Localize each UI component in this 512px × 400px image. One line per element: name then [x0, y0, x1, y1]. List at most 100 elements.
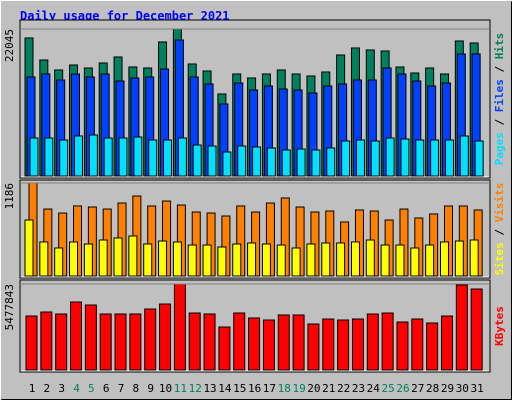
- bar: [281, 149, 291, 177]
- bar: [25, 315, 38, 371]
- bar: [103, 137, 113, 177]
- x-tick-label: 9: [147, 382, 154, 395]
- x-tick-label: 4: [73, 382, 80, 395]
- bar: [159, 303, 172, 371]
- x-tick-label: 3: [58, 382, 65, 395]
- bar: [262, 319, 275, 371]
- bar: [321, 242, 331, 277]
- bar: [291, 247, 301, 277]
- bar: [163, 139, 173, 177]
- bar: [84, 304, 97, 371]
- bar: [59, 139, 69, 177]
- legend-separator: /: [493, 59, 506, 79]
- bar: [351, 318, 364, 371]
- x-tick-label: 11: [174, 382, 187, 395]
- bar: [207, 145, 217, 177]
- bar: [218, 326, 231, 371]
- x-tick-label: 14: [218, 382, 232, 395]
- bar: [187, 244, 197, 277]
- bar: [311, 149, 321, 177]
- legend: Pages / Files / Hits: [493, 33, 506, 166]
- bar: [143, 243, 153, 277]
- bar: [337, 319, 350, 371]
- bar: [440, 315, 453, 371]
- bar: [470, 288, 483, 371]
- legend-separator: /: [493, 222, 506, 242]
- bar: [425, 244, 435, 277]
- bar: [188, 312, 201, 371]
- legend: Sites / Visits: [493, 183, 506, 276]
- x-tick-label: 18: [278, 382, 291, 395]
- bar: [173, 283, 186, 371]
- x-tick-label: 5: [88, 382, 95, 395]
- bar: [296, 148, 306, 177]
- x-tick-label: 2: [44, 382, 51, 395]
- bar: [54, 247, 64, 277]
- x-tick-label: 1: [29, 382, 36, 395]
- bar: [192, 144, 202, 177]
- bar: [411, 318, 424, 371]
- bar: [69, 241, 79, 277]
- bar: [247, 242, 257, 277]
- bar: [158, 240, 168, 277]
- legend: Sites / Visits: [493, 183, 506, 276]
- bar: [292, 314, 305, 371]
- bar: [40, 311, 53, 371]
- bar: [395, 244, 405, 277]
- y-tick-label: 5477843: [3, 284, 16, 330]
- bar: [355, 139, 365, 177]
- y-tick-label: 22045: [3, 29, 16, 62]
- bar: [202, 244, 212, 277]
- bar: [474, 140, 484, 177]
- bar: [129, 313, 142, 371]
- bar: [99, 313, 112, 371]
- bar: [55, 313, 68, 371]
- bar: [261, 243, 271, 277]
- bar: [370, 140, 380, 177]
- bar: [222, 151, 232, 177]
- x-tick-label: 29: [441, 382, 454, 395]
- x-tick-label: 28: [426, 382, 439, 395]
- x-tick-label: 24: [367, 382, 381, 395]
- bar: [365, 239, 375, 277]
- legend: Pages / Files / Hits: [493, 33, 506, 166]
- bar: [83, 243, 93, 277]
- bar: [114, 313, 127, 371]
- x-tick-label: 17: [263, 382, 276, 395]
- bar: [400, 138, 410, 177]
- bar: [203, 313, 216, 371]
- y-tick: 5477843: [3, 284, 16, 330]
- bar: [98, 239, 108, 277]
- bar: [266, 147, 276, 177]
- legend: KBytes: [493, 306, 506, 346]
- bar: [133, 136, 143, 177]
- legend-entry: Hits: [493, 33, 506, 60]
- bar: [455, 284, 468, 371]
- x-tick-label: 15: [233, 382, 246, 395]
- legend-separator: /: [493, 112, 506, 132]
- bar: [306, 243, 316, 277]
- bar: [454, 240, 464, 277]
- x-tick-label: 23: [352, 382, 365, 395]
- x-tick-label: 6: [103, 382, 110, 395]
- legend-entry: Files: [493, 79, 506, 112]
- bar: [88, 134, 98, 177]
- bar: [277, 314, 290, 371]
- bar: [396, 321, 409, 371]
- bar: [252, 146, 262, 177]
- legend-entry: Visits: [493, 183, 506, 223]
- x-tick-label: 13: [203, 382, 216, 395]
- bar: [148, 139, 158, 177]
- x-tick-label: 21: [322, 382, 335, 395]
- bar: [217, 246, 227, 277]
- x-tick-label: 25: [382, 382, 395, 395]
- bar: [439, 241, 449, 277]
- bar: [74, 135, 84, 177]
- bar: [415, 139, 425, 177]
- x-tick-label: 8: [133, 382, 140, 395]
- bar: [39, 241, 49, 277]
- x-tick-label: 27: [411, 382, 424, 395]
- x-tick-label: 26: [396, 382, 409, 395]
